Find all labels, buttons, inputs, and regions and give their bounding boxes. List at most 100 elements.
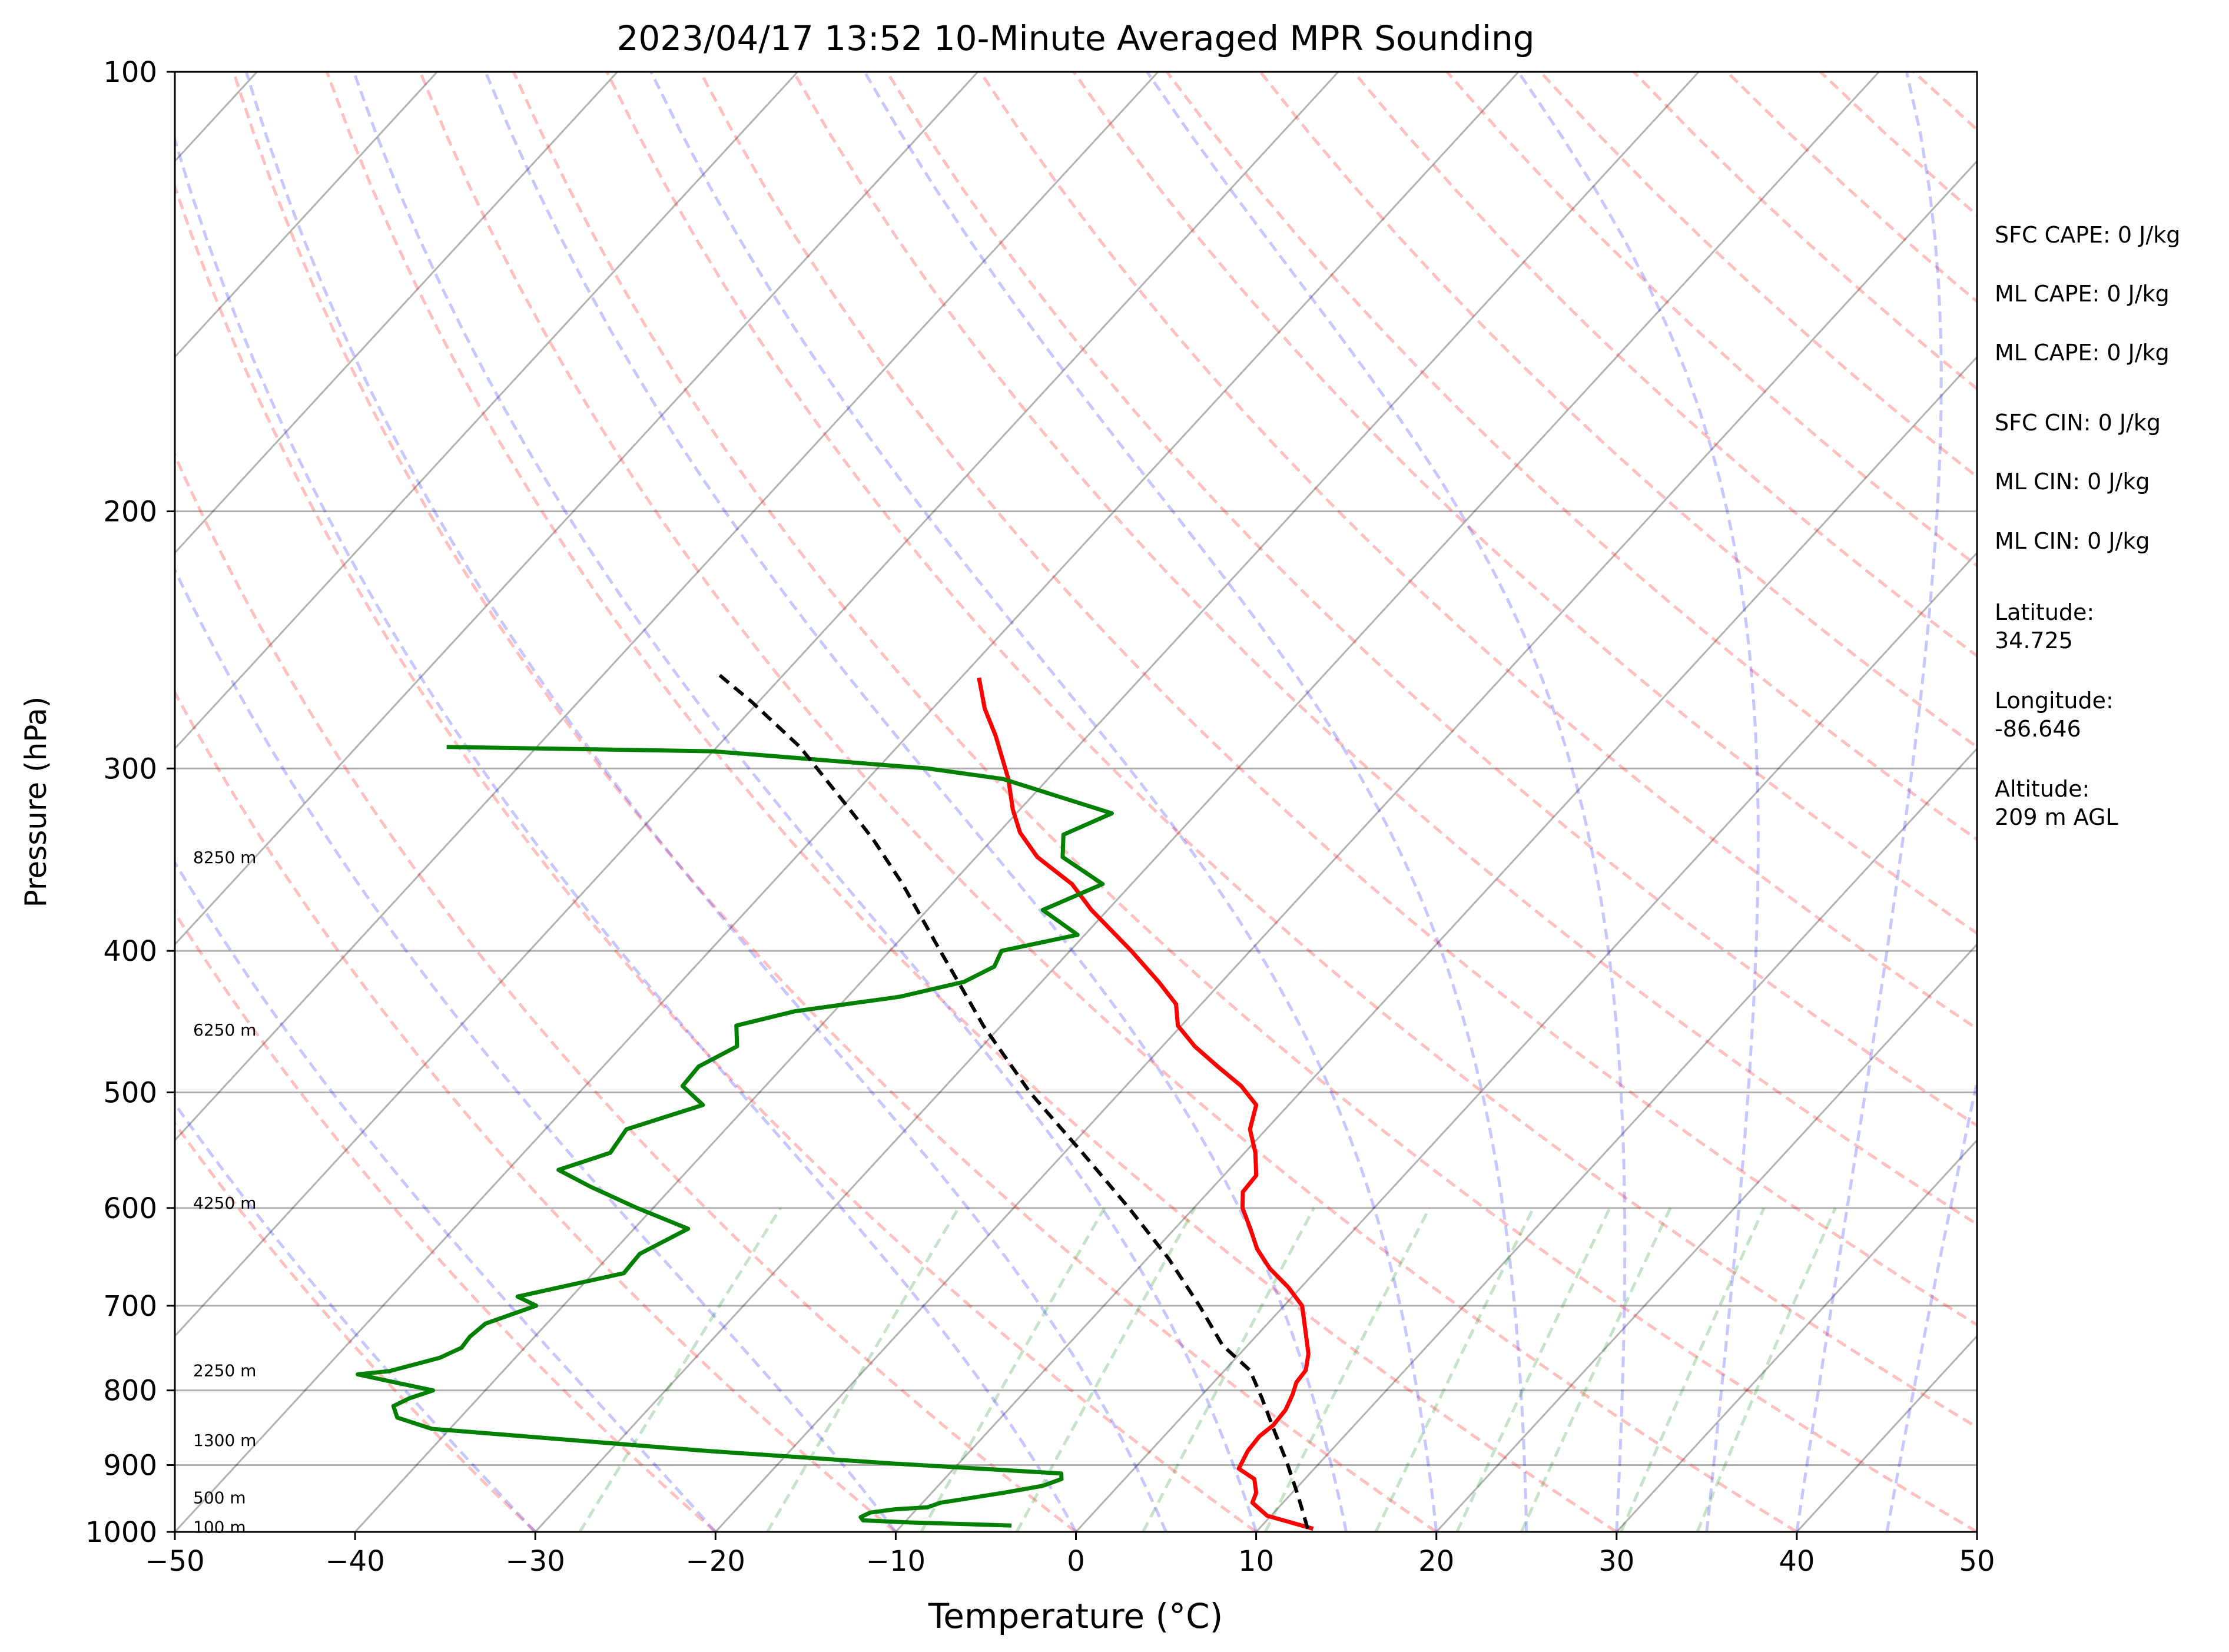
y-tick-label: 800 bbox=[103, 1375, 157, 1408]
dry-adiabat bbox=[1259, 72, 1977, 749]
mixing-ratio-line bbox=[1264, 1207, 1431, 1532]
mixing-ratio-line bbox=[766, 1207, 960, 1532]
parcel-line bbox=[715, 671, 1310, 1530]
dry-adiabat bbox=[1166, 72, 1977, 842]
moist-adiabat bbox=[175, 1101, 537, 1532]
x-axis: −50 −40 −30 −20 −10 0 10 20 30 40 50 bbox=[145, 1532, 1995, 1578]
background-lines bbox=[175, 72, 1977, 1532]
moist-adiabat bbox=[1517, 72, 1760, 1532]
dry-adiabat bbox=[175, 182, 1258, 1532]
dry-adiabat bbox=[512, 72, 1977, 1532]
isotherm bbox=[175, 72, 1339, 1338]
moist-adiabat bbox=[649, 72, 1438, 1532]
y-tick-label: 900 bbox=[103, 1449, 157, 1482]
y-tick-label: 200 bbox=[103, 496, 157, 529]
y-tick-label: 500 bbox=[103, 1076, 157, 1109]
moist-adiabat bbox=[175, 135, 1077, 1532]
isotherm bbox=[1616, 1139, 1977, 1532]
isotherm bbox=[1435, 943, 1977, 1532]
isotherm bbox=[175, 72, 798, 750]
temperature-line bbox=[977, 677, 1314, 1531]
x-tick-label: −20 bbox=[686, 1545, 745, 1578]
mixing-ratio-line bbox=[1374, 1207, 1535, 1532]
x-tick-label: −50 bbox=[145, 1545, 204, 1578]
annotation-sfc-cape: SFC CAPE: 0 J/kg bbox=[1995, 222, 2180, 248]
annotation-latitude-value: 34.725 bbox=[1995, 628, 2073, 653]
dry-adiabat bbox=[175, 1121, 536, 1532]
isotherm bbox=[535, 72, 1880, 1532]
height-label: 1300 m bbox=[193, 1431, 256, 1450]
moist-adiabat bbox=[484, 72, 1348, 1532]
moist-adiabat bbox=[1795, 72, 1943, 1532]
annotation-ml-cin-2: ML CIN: 0 J/kg bbox=[1995, 528, 2150, 554]
dry-adiabat bbox=[605, 72, 1977, 1429]
isotherm bbox=[354, 72, 1700, 1532]
x-tick-label: 20 bbox=[1418, 1545, 1454, 1578]
y-tick-label: 700 bbox=[103, 1290, 157, 1323]
x-tick-label: 40 bbox=[1779, 1545, 1815, 1578]
dry-adiabat bbox=[699, 72, 1977, 1327]
y-tick-label: 400 bbox=[103, 935, 157, 968]
annotation-ml-cape: ML CAPE: 0 J/kg bbox=[1995, 281, 2170, 307]
x-tick-label: 50 bbox=[1959, 1545, 1995, 1578]
isotherm bbox=[175, 72, 1159, 1142]
x-tick-label: 30 bbox=[1598, 1545, 1634, 1578]
y-tick-label: 100 bbox=[103, 56, 157, 89]
height-label: 8250 m bbox=[193, 848, 256, 867]
moist-adiabat bbox=[1146, 72, 1627, 1532]
y-tick-label: 300 bbox=[103, 752, 157, 785]
isotherm bbox=[175, 72, 618, 555]
annotation-altitude-value: 209 m AGL bbox=[1995, 804, 2118, 830]
mixing-ratio-line bbox=[1455, 1207, 1611, 1532]
moist-adiabat bbox=[1885, 1074, 1977, 1532]
dry-adiabat bbox=[792, 72, 1977, 1226]
annotation-ml-cin: ML CIN: 0 J/kg bbox=[1995, 469, 2150, 495]
dry-adiabat bbox=[325, 72, 1618, 1532]
x-tick-label: 0 bbox=[1067, 1545, 1085, 1578]
sounding-series bbox=[356, 671, 1314, 1531]
dry-adiabat bbox=[232, 72, 1438, 1532]
height-labels: 100 m 500 m 1300 m 2250 m 4250 m 6250 m 8250 m bbox=[193, 848, 256, 1537]
isotherm bbox=[1075, 551, 1977, 1532]
dry-adiabat bbox=[885, 72, 1977, 1127]
mixing-ratio-line bbox=[920, 1207, 1106, 1532]
annotation-latitude-label: Latitude: bbox=[1995, 599, 2094, 625]
isotherm bbox=[1255, 747, 1977, 1532]
mixing-ratio-line bbox=[1696, 1207, 1837, 1532]
dry-adiabat bbox=[978, 72, 1977, 1031]
dry-adiabat bbox=[175, 910, 717, 1532]
y-tick-label: 600 bbox=[103, 1192, 157, 1225]
mixing-ratio-line bbox=[1620, 1207, 1766, 1532]
annotation-sfc-cin: SFC CIN: 0 J/kg bbox=[1995, 410, 2161, 436]
mixing-ratio-line bbox=[1520, 1207, 1672, 1532]
moist-adiabat bbox=[244, 72, 1167, 1532]
dry-adiabat bbox=[175, 689, 897, 1532]
dry-adiabat bbox=[419, 72, 1798, 1532]
moist-adiabat bbox=[175, 566, 897, 1532]
height-label: 6250 m bbox=[193, 1020, 256, 1040]
dewpoint-line bbox=[356, 745, 1114, 1528]
moist-adiabat bbox=[863, 72, 1528, 1532]
mixing-ratio-line bbox=[578, 1207, 782, 1532]
dry-adiabat bbox=[1072, 72, 1977, 936]
x-tick-label: −10 bbox=[866, 1545, 926, 1578]
annotation-ml-cape-2: ML CAPE: 0 J/kg bbox=[1995, 340, 2170, 366]
x-tick-label: −40 bbox=[325, 1545, 384, 1578]
annotation-longitude-value: -86.646 bbox=[1995, 716, 2081, 742]
height-label: 500 m bbox=[193, 1488, 246, 1507]
dry-adiabat bbox=[1352, 72, 1977, 658]
y-axis: 100 200 300 400 500 600 700 800 900 1000 bbox=[85, 56, 175, 1549]
height-label: 100 m bbox=[193, 1517, 246, 1537]
isotherm bbox=[175, 72, 979, 946]
y-axis-label: Pressure (hPa) bbox=[19, 696, 53, 908]
isotherm bbox=[895, 356, 1977, 1532]
side-annotations: SFC CAPE: 0 J/kg ML CAPE: 0 J/kg ML CAPE… bbox=[1995, 222, 2180, 830]
height-label: 4250 m bbox=[193, 1193, 256, 1213]
annotation-altitude-label: Altitude: bbox=[1995, 776, 2089, 802]
moist-adiabat bbox=[352, 72, 1258, 1532]
x-axis-label: Temperature (°C) bbox=[928, 1596, 1223, 1636]
isotherm bbox=[175, 72, 1520, 1532]
isotherm bbox=[715, 160, 1977, 1532]
x-tick-label: 10 bbox=[1238, 1545, 1274, 1578]
